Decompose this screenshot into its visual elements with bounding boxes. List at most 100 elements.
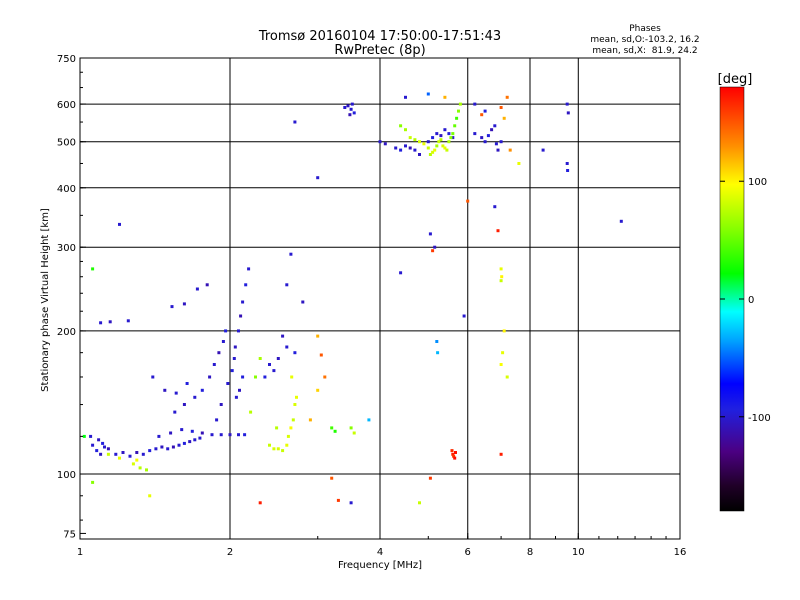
echo-point — [452, 454, 456, 458]
echo-point — [217, 351, 221, 355]
echo-point — [95, 449, 99, 453]
echo-point — [219, 403, 223, 406]
echo-point — [247, 267, 251, 271]
echo-point — [462, 314, 466, 318]
y-tick-label: 600 — [57, 100, 76, 111]
echo-point — [496, 229, 500, 233]
echo-point — [233, 345, 237, 349]
echo-point — [91, 267, 95, 271]
echo-point — [454, 451, 457, 454]
echo-point — [275, 426, 279, 430]
echo-point — [483, 140, 487, 144]
echo-point — [180, 428, 184, 432]
echo-point — [281, 334, 285, 338]
echo-point — [263, 375, 267, 379]
echo-point — [457, 109, 460, 113]
echo-point — [505, 95, 509, 99]
chart-title: Tromsø 20160104 17:50:00-17:51:43 — [258, 29, 501, 44]
echo-point — [439, 138, 443, 142]
echo-point — [447, 132, 451, 136]
echo-point — [394, 146, 398, 150]
echo-point — [293, 403, 297, 406]
echo-point — [367, 418, 371, 422]
echo-point — [169, 431, 173, 435]
echo-point — [346, 104, 350, 108]
echo-point — [244, 283, 248, 287]
echo-point — [458, 102, 462, 106]
echo-point — [166, 447, 170, 451]
echo-point — [308, 418, 312, 422]
echo-point — [316, 334, 320, 338]
echo-point — [238, 388, 241, 392]
colorbar-ticks: 100 0 -100 — [720, 177, 771, 424]
echo-point — [224, 329, 228, 333]
echo-point — [350, 102, 354, 106]
echo-point — [131, 462, 135, 466]
echo-point — [439, 134, 443, 138]
echo-point — [502, 329, 506, 333]
echo-point — [352, 111, 356, 115]
data-points — [82, 92, 623, 505]
echo-point — [285, 345, 289, 349]
echo-point — [200, 431, 204, 435]
echo-point — [404, 95, 407, 99]
echo-point — [443, 95, 447, 99]
echo-point — [565, 162, 569, 165]
echo-point — [316, 176, 320, 180]
echo-point — [210, 433, 214, 437]
echo-point — [493, 205, 497, 209]
echo-point — [336, 498, 340, 502]
y-tick-label: 75 — [63, 529, 76, 540]
echo-point — [226, 382, 230, 385]
echo-point — [517, 162, 521, 165]
echo-point — [103, 445, 106, 449]
echo-point — [272, 447, 276, 451]
echo-point — [185, 382, 189, 385]
echo-point — [428, 476, 432, 480]
echo-point — [349, 426, 353, 430]
y-tick-label: 400 — [57, 184, 76, 195]
echo-point — [243, 433, 247, 437]
echo-point — [565, 102, 569, 106]
echo-point — [241, 300, 245, 304]
x-tick-label: 6 — [465, 547, 471, 558]
echo-point — [443, 128, 447, 132]
echo-point — [501, 351, 505, 355]
echo-point — [343, 106, 347, 109]
echo-point — [285, 443, 289, 447]
echo-point — [413, 138, 417, 142]
echo-point — [426, 92, 430, 96]
echo-point — [348, 113, 352, 117]
colorbar-label: [deg] — [718, 72, 753, 87]
echo-point — [121, 451, 125, 454]
axis-ticks: 1 2 4 6 8 10 16 75 100 200 300 400 500 600 750 — [57, 54, 686, 558]
echo-point — [170, 305, 174, 309]
echo-point — [268, 363, 271, 366]
echo-point — [508, 148, 512, 152]
echo-point — [106, 452, 110, 456]
echo-point — [493, 124, 497, 128]
echo-point — [499, 106, 503, 109]
echo-point — [148, 494, 152, 498]
echo-point — [171, 445, 175, 449]
echo-point — [499, 363, 503, 366]
echo-point — [435, 340, 439, 343]
echo-point — [289, 426, 293, 430]
echo-point — [404, 128, 407, 132]
echo-point — [499, 267, 503, 271]
echo-point — [473, 102, 477, 106]
echo-point — [182, 403, 186, 406]
echo-point — [293, 120, 297, 124]
x-tick-label: 16 — [674, 547, 687, 558]
echo-point — [118, 222, 121, 226]
y-tick-label: 200 — [57, 327, 76, 338]
colorbar-tick-label: 100 — [748, 177, 767, 188]
echo-point — [449, 136, 453, 140]
echo-point — [466, 199, 470, 203]
echo-point — [237, 433, 240, 437]
echo-point — [490, 128, 494, 132]
stats-heading: Phases — [629, 24, 661, 34]
echo-point — [258, 501, 262, 505]
echo-point — [437, 140, 441, 144]
echo-point — [198, 436, 202, 440]
